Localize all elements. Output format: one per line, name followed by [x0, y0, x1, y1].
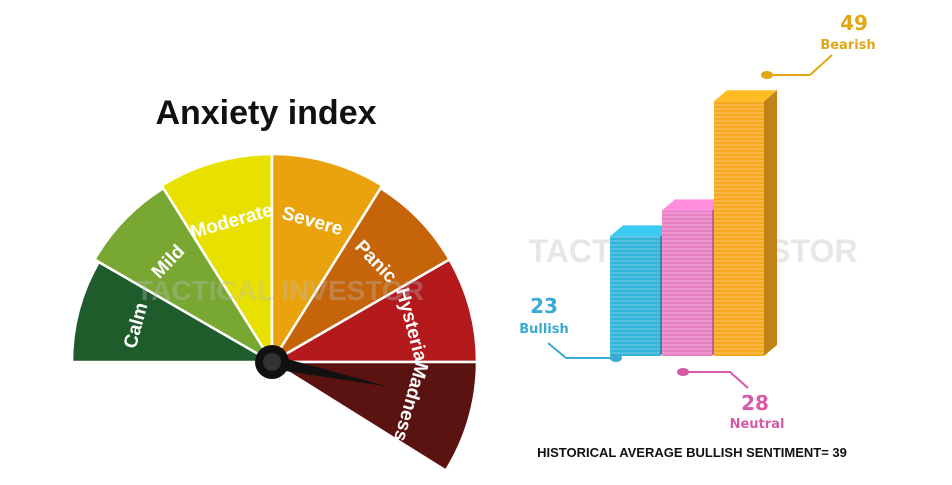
callout-line-neutral — [683, 371, 749, 389]
gauge-wedge-moderate — [160, 152, 274, 367]
bar-callouts: 23 Bullish 28 Neutral 49 Bearish — [519, 11, 875, 432]
gauge-wedge-panic — [270, 186, 452, 364]
gauge-wedge-madness — [267, 360, 479, 473]
bar-top-bullish — [610, 225, 673, 237]
callout-dot-bearish — [761, 71, 773, 79]
gauge-wedge-calm — [70, 260, 277, 364]
historical-average-note: HISTORICAL AVERAGE BULLISH SENTIMENT= 39 — [537, 445, 847, 460]
sentiment-bars — [610, 90, 777, 356]
bar-category-bearish: Bearish — [820, 38, 875, 53]
bar-texture-bullish — [610, 236, 660, 356]
bar-top-bearish — [714, 90, 777, 102]
bar-top-neutral — [662, 199, 725, 211]
gauge-watermark: TACTICAL INVESTOR — [136, 275, 424, 306]
bar-value-bearish: 49 — [840, 11, 868, 35]
bar-bullish — [610, 225, 673, 356]
gauge-needle — [255, 345, 388, 387]
needle-hub-inner — [263, 353, 281, 371]
bar-neutral — [662, 199, 725, 356]
bar-value-bullish: 23 — [530, 294, 558, 318]
bar-value-neutral: 28 — [741, 391, 769, 415]
bar-category-neutral: Neutral — [730, 417, 785, 432]
gauge-wedge-severe — [270, 152, 384, 367]
bar-texture-neutral — [662, 210, 712, 356]
callout-line-bearish — [767, 54, 833, 76]
callout-dot-neutral — [677, 368, 689, 376]
bar-bearish — [714, 90, 777, 356]
sentiment-bar-chart: TACTICAL INVESTOR 23Bullish28Neutral49Be… — [519, 11, 875, 460]
needle-pointer — [270, 355, 388, 387]
gauge-wedge-hysteria — [267, 257, 479, 364]
bar-side-bearish — [764, 90, 777, 356]
callout-dot-bullish — [610, 354, 622, 362]
bar-texture-bearish — [714, 101, 764, 356]
gauge-wedge-mild — [92, 186, 274, 364]
callout-line-bullish — [547, 342, 616, 359]
bar-category-bullish: Bullish — [519, 322, 569, 337]
gauge-title: Anxiety index — [155, 94, 376, 132]
